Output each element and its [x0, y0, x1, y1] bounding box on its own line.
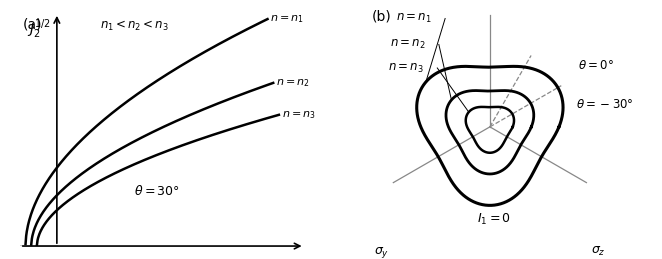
Text: $J_2^{1/2}$: $J_2^{1/2}$: [26, 18, 50, 41]
Text: (a): (a): [23, 18, 42, 32]
Text: $n = n_3$: $n = n_3$: [388, 61, 424, 75]
Text: $\theta = 0°$: $\theta = 0°$: [578, 59, 614, 72]
Text: $\sigma_z$: $\sigma_z$: [591, 245, 606, 258]
Text: $n = n_3$: $n = n_3$: [282, 109, 316, 121]
Text: $I_1 = 0$: $I_1 = 0$: [477, 212, 511, 227]
Text: $\theta = -30°$: $\theta = -30°$: [576, 98, 634, 111]
Text: $n_1 < n_2 < n_3$: $n_1 < n_2 < n_3$: [99, 19, 168, 33]
Text: $\theta = 30°$: $\theta = 30°$: [134, 184, 180, 198]
Text: (b): (b): [372, 9, 392, 23]
Text: $n = n_2$: $n = n_2$: [276, 77, 310, 89]
Text: $\sigma_x\ (\theta = 30°)$: $\sigma_x\ (\theta = 30°)$: [455, 0, 524, 3]
Text: $n = n_1$: $n = n_1$: [396, 12, 432, 25]
Text: $n = n_1$: $n = n_1$: [270, 13, 305, 25]
Text: $n = n_2$: $n = n_2$: [390, 38, 426, 51]
Text: $\sigma_y$: $\sigma_y$: [374, 245, 389, 259]
